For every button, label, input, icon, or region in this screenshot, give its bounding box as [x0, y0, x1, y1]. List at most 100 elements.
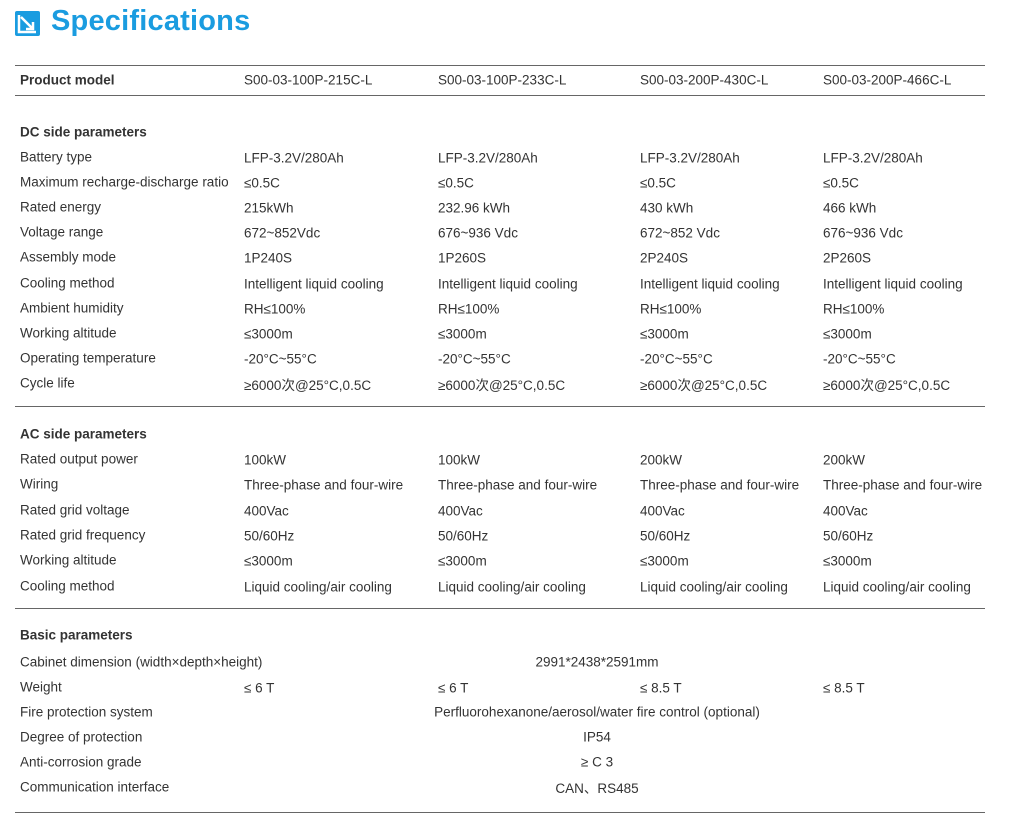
row-value: ≤0.5C — [640, 175, 676, 191]
row-value: 200kW — [823, 452, 866, 468]
row-value-span: IP54 — [583, 729, 611, 745]
row-value: -20°C~55°C — [244, 351, 317, 367]
row-label: Voltage range — [20, 224, 104, 240]
row-label: Communication interface — [20, 779, 170, 795]
row-value: LFP-3.2V/280Ah — [640, 150, 740, 166]
row-label: Rated output power — [20, 451, 138, 467]
row-label: Anti-corrosion grade — [20, 754, 142, 770]
section-title: AC side parameters — [20, 426, 147, 442]
row-label: Maximum recharge-discharge ratio — [20, 174, 229, 190]
row-value-span: CAN、RS485 — [555, 781, 639, 796]
row-value: 200kW — [640, 452, 683, 468]
row-value: Three-phase and four-wire — [438, 477, 598, 493]
row-value: ≤3000m — [640, 326, 689, 342]
divider — [15, 406, 985, 407]
row-value: Liquid cooling/air cooling — [438, 579, 586, 594]
row-value: ≤ 8.5 T — [640, 680, 682, 696]
row-value: RH≤100% — [438, 301, 500, 317]
row-value: Intelligent liquid cooling — [244, 276, 384, 291]
row-value: LFP-3.2V/280Ah — [823, 150, 923, 166]
row-value: ≤3000m — [823, 326, 872, 342]
row-value: -20°C~55°C — [438, 351, 511, 367]
row-label: Working altitude — [20, 552, 117, 568]
row-value: ≤3000m — [640, 553, 689, 569]
section-title: Basic parameters — [20, 627, 133, 643]
row-value: ≥6000次@25°C,0.5C — [823, 377, 951, 393]
row-value: Liquid cooling/air cooling — [244, 579, 392, 594]
row-label: Rated grid voltage — [20, 502, 130, 518]
row-value: Intelligent liquid cooling — [438, 276, 578, 291]
row-label: Cycle life — [20, 375, 75, 391]
row-value: 1P260S — [438, 250, 487, 266]
row-value: 50/60Hz — [640, 528, 691, 544]
row-value: Intelligent liquid cooling — [823, 276, 963, 291]
row-value: LFP-3.2V/280Ah — [244, 150, 344, 166]
row-value: ≤3000m — [244, 326, 293, 342]
row-value: ≤ 6 T — [244, 680, 275, 696]
row-value: Intelligent liquid cooling — [640, 276, 780, 291]
model-name: S00-03-100P-215C-L — [244, 72, 373, 88]
row-value: 430 kWh — [640, 200, 694, 216]
row-value: RH≤100% — [244, 301, 306, 317]
row-value-span: ≥ C 3 — [580, 754, 614, 770]
row-value: 2P260S — [823, 250, 872, 266]
row-value: ≤ 8.5 T — [823, 680, 865, 696]
row-label: Wiring — [20, 476, 59, 492]
row-value: 400Vac — [438, 503, 483, 519]
row-label: Working altitude — [20, 325, 117, 341]
row-label: Battery type — [20, 149, 93, 165]
row-value: 50/60Hz — [244, 528, 295, 544]
row-value: 100kW — [438, 452, 481, 468]
row-value: 676~936 Vdc — [438, 225, 518, 241]
divider — [15, 608, 985, 609]
model-name: S00-03-100P-233C-L — [438, 72, 567, 88]
row-value: ≤0.5C — [244, 175, 280, 191]
row-label: Operating temperature — [20, 350, 156, 366]
row-label: Weight — [20, 679, 62, 695]
row-value: LFP-3.2V/280Ah — [438, 150, 538, 166]
row-value: 50/60Hz — [823, 528, 874, 544]
row-label: Fire protection system — [20, 704, 153, 720]
row-value: ≥6000次@25°C,0.5C — [640, 377, 768, 393]
row-value-span: 2991*2438*2591mm — [535, 654, 659, 670]
row-value: 400Vac — [640, 503, 685, 519]
row-label: Degree of protection — [20, 729, 143, 745]
row-value: 215kWh — [244, 200, 294, 216]
row-value-span: Perfluorohexanone/aerosol/water fire con… — [434, 704, 760, 720]
row-value: 400Vac — [823, 503, 868, 519]
row-value: 672~852 Vdc — [640, 225, 720, 241]
divider — [15, 95, 985, 96]
section-title: DC side parameters — [20, 124, 147, 140]
row-value: ≤ 6 T — [438, 680, 469, 696]
row-label: Cabinet dimension (width×depth×height) — [20, 654, 263, 670]
row-value: ≤0.5C — [823, 175, 859, 191]
row-label: Rated grid frequency — [20, 527, 146, 543]
divider — [15, 65, 985, 66]
arrow-down-right-icon — [15, 11, 40, 36]
row-value: -20°C~55°C — [823, 351, 896, 367]
row-label: Ambient humidity — [20, 300, 124, 316]
row-label: Assembly mode — [20, 249, 117, 265]
row-value: 400Vac — [244, 503, 289, 519]
row-label: Cooling method — [20, 275, 115, 290]
row-value: RH≤100% — [823, 301, 885, 317]
row-value: RH≤100% — [640, 301, 702, 317]
divider — [15, 812, 985, 813]
row-value: Liquid cooling/air cooling — [640, 579, 788, 594]
row-value: ≤3000m — [438, 326, 487, 342]
model-name: S00-03-200P-430C-L — [640, 72, 769, 88]
row-value: 466 kWh — [823, 200, 877, 216]
row-value: ≥6000次@25°C,0.5C — [244, 377, 372, 393]
row-value: Three-phase and four-wire — [823, 477, 983, 493]
row-value: ≤0.5C — [438, 175, 474, 191]
page-title: Specifications — [51, 5, 251, 37]
row-value: 1P240S — [244, 250, 293, 266]
row-value: ≤3000m — [438, 553, 487, 569]
row-label: Rated energy — [20, 199, 102, 215]
row-value: ≤3000m — [244, 553, 293, 569]
row-value: 232.96 kWh — [438, 200, 511, 216]
row-value: ≤3000m — [823, 553, 872, 569]
row-value: Three-phase and four-wire — [640, 477, 800, 493]
header-label: Product model — [20, 72, 115, 88]
